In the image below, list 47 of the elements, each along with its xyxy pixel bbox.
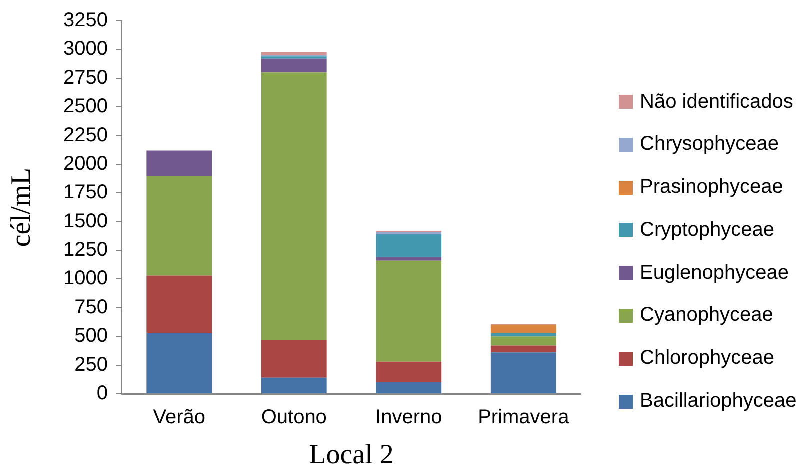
bar [376, 362, 442, 383]
bar [490, 346, 556, 353]
y-tick-label: 1500 [64, 210, 108, 232]
x-axis-title: Local 2 [309, 440, 394, 471]
y-axis-title: cél/mL [6, 168, 38, 248]
bar [490, 352, 556, 394]
y-tick-label: 250 [74, 354, 108, 376]
bar [490, 333, 556, 337]
x-tick-label: Verão [153, 406, 206, 429]
bar [146, 333, 212, 394]
bar [490, 336, 556, 346]
bar [261, 72, 327, 340]
x-tick-label: Inverno [376, 406, 442, 429]
bar [376, 257, 442, 261]
y-tick-label: 2250 [64, 124, 108, 146]
bar [261, 340, 327, 378]
y-tick-label: 3250 [64, 10, 108, 32]
y-tick-label: 3000 [64, 38, 108, 60]
legend-label: Prasinophyceae [640, 176, 784, 200]
bar [146, 276, 212, 334]
bar [376, 382, 442, 394]
bar [490, 325, 556, 334]
y-tick-label: 0 [96, 382, 108, 405]
bar [376, 234, 442, 258]
x-tick-label: Primavera [478, 406, 570, 429]
y-tick-label: 750 [74, 296, 108, 318]
bar [261, 52, 327, 56]
bar [146, 176, 212, 276]
y-tick-label: 1000 [64, 268, 108, 290]
legend-label: Não identificados [640, 90, 794, 114]
legend-label: Euglenophyceae [640, 262, 790, 285]
bar [261, 378, 327, 394]
legend-label: Cryptophyceae [640, 218, 775, 242]
legend-label: Chlorophyceae [640, 347, 775, 370]
bar [146, 150, 212, 176]
legend-label: Bacillariophyceae [640, 390, 797, 414]
y-tick-label: 1250 [64, 239, 108, 262]
legend-label: Chrysophyceae [640, 133, 779, 156]
y-tick-label: 500 [74, 325, 108, 348]
x-tick-label: Outono [261, 406, 327, 429]
bar [376, 260, 442, 362]
y-tick-label: 2000 [64, 152, 108, 175]
y-tick-label: 2500 [64, 96, 108, 118]
y-tick-label: 2750 [64, 66, 108, 89]
bar [261, 58, 327, 73]
y-tick-label: 1750 [64, 182, 108, 204]
legend-label: Cyanophyceae [640, 304, 774, 328]
